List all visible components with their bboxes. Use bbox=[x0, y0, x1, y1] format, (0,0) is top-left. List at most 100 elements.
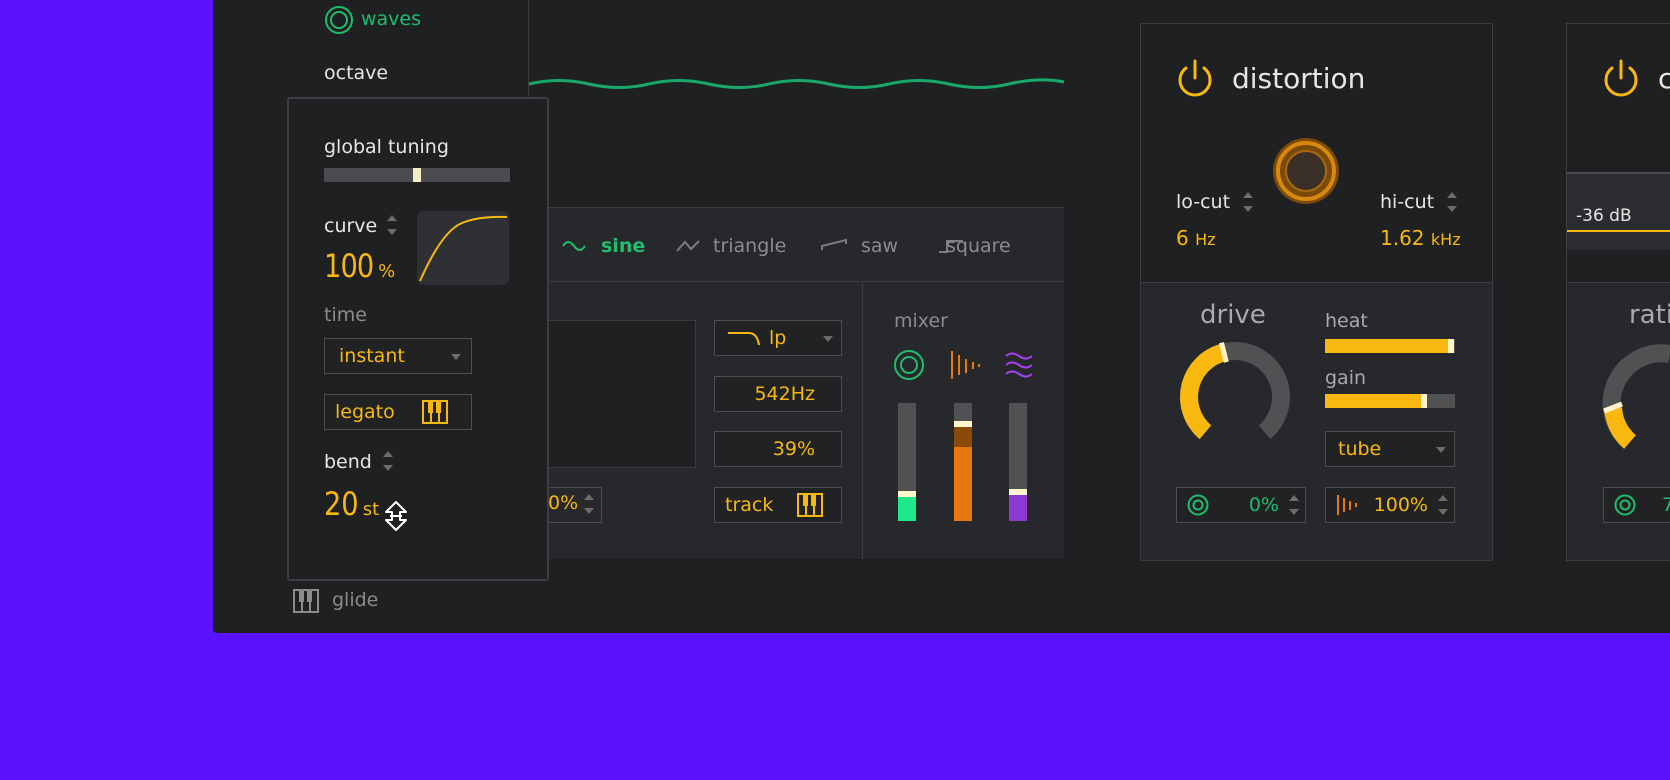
filter-amount-stepper[interactable] bbox=[584, 494, 594, 516]
legato-label: legato bbox=[335, 401, 395, 423]
mixer-fader-1[interactable] bbox=[898, 403, 916, 521]
compressor-mix-field[interactable]: 7 bbox=[1603, 487, 1670, 523]
gain-slider[interactable] bbox=[1325, 394, 1455, 408]
time-mode-value: instant bbox=[339, 345, 405, 367]
ratio-knob[interactable] bbox=[1600, 342, 1670, 452]
bend-unit: st bbox=[362, 499, 380, 520]
threshold-label: -36 dB bbox=[1576, 206, 1632, 226]
chevron-down-icon bbox=[1436, 447, 1446, 453]
triangle-label: triangle bbox=[713, 235, 787, 257]
time-label: time bbox=[324, 304, 367, 326]
wave-type-selector bbox=[529, 208, 1064, 282]
curve-number: 100 bbox=[324, 247, 374, 285]
oscillator-source-icon bbox=[1187, 494, 1209, 516]
heat-label: heat bbox=[1325, 310, 1368, 332]
waveform-display bbox=[528, 0, 1065, 208]
bend-stepper[interactable] bbox=[383, 451, 393, 473]
global-tuning-label: global tuning bbox=[324, 136, 449, 158]
legato-button[interactable]: legato bbox=[324, 394, 472, 430]
lo-cut-value[interactable]: 6 Hz bbox=[1176, 226, 1216, 250]
curve-value[interactable]: 100% bbox=[324, 247, 395, 285]
waveform-trace bbox=[528, 78, 1065, 89]
keyboard-icon bbox=[797, 493, 823, 517]
cutoff-knob[interactable] bbox=[1271, 136, 1341, 206]
global-tuning-slider[interactable] bbox=[324, 168, 510, 182]
waves-icon bbox=[325, 6, 353, 34]
lo-cut-label: lo-cut bbox=[1176, 191, 1231, 213]
compressor-power-icon[interactable] bbox=[1601, 58, 1641, 98]
wave-source-icon[interactable] bbox=[1003, 349, 1035, 381]
sine-label: sine bbox=[601, 235, 646, 257]
hi-cut-stepper[interactable] bbox=[1447, 192, 1457, 214]
filter-frequency-field[interactable]: 542Hz bbox=[714, 376, 842, 412]
hi-cut-value[interactable]: 1.62 kHz bbox=[1380, 226, 1461, 250]
compressor-title-partial: c bbox=[1658, 62, 1670, 95]
mixer-fader-handle[interactable] bbox=[954, 421, 972, 427]
filter-resonance-field[interactable]: 39% bbox=[714, 431, 842, 467]
oscillator-settings-column bbox=[288, 0, 529, 98]
triangle-wave-icon bbox=[676, 240, 700, 252]
curve-label: curve bbox=[324, 215, 378, 237]
curve-preview bbox=[417, 211, 509, 285]
gain-label: gain bbox=[1325, 367, 1367, 389]
filter-resonance-value: 39% bbox=[772, 438, 815, 460]
saw-label: saw bbox=[861, 235, 899, 257]
lo-cut-stepper[interactable] bbox=[1243, 192, 1253, 214]
chevron-down-icon bbox=[823, 336, 833, 342]
distortion-mode-dropdown[interactable]: tube bbox=[1325, 431, 1455, 467]
filter-track-button[interactable]: track bbox=[714, 487, 842, 523]
distortion-output-field[interactable]: 100% bbox=[1325, 487, 1455, 523]
curve-stepper[interactable] bbox=[387, 215, 397, 237]
distortion-output-stepper[interactable] bbox=[1438, 495, 1448, 517]
heat-slider-fill bbox=[1325, 339, 1451, 353]
octave-label: octave bbox=[324, 62, 389, 84]
saw-wave-icon bbox=[821, 238, 847, 250]
filter-frequency-value: 542Hz bbox=[754, 383, 815, 405]
oscillator-source-icon bbox=[1614, 494, 1636, 516]
distortion-title: distortion bbox=[1232, 62, 1366, 95]
distortion-mode-value: tube bbox=[1338, 438, 1382, 460]
drive-label: drive bbox=[1200, 300, 1266, 330]
chevron-down-icon bbox=[451, 354, 461, 360]
filter-type-value: lp bbox=[769, 327, 787, 349]
lowpass-filter-icon bbox=[728, 332, 760, 346]
ratio-label-partial: rati bbox=[1629, 300, 1670, 330]
heat-slider-handle[interactable] bbox=[1448, 339, 1454, 353]
filter-amount-field[interactable] bbox=[529, 487, 602, 523]
mixer-fader-3[interactable] bbox=[1009, 403, 1027, 521]
mixer-fader-fill bbox=[898, 497, 916, 521]
threshold-line[interactable] bbox=[1567, 230, 1670, 232]
distortion-mix-stepper[interactable] bbox=[1289, 495, 1299, 517]
mixer-fader-handle[interactable] bbox=[1009, 489, 1027, 495]
lo-cut-unit: Hz bbox=[1195, 230, 1216, 249]
keyboard-icon bbox=[422, 400, 448, 424]
curve-unit: % bbox=[378, 261, 396, 282]
sine-wave-icon bbox=[562, 241, 586, 251]
lo-cut-number: 6 bbox=[1176, 226, 1189, 250]
distortion-mix-field[interactable]: 0% bbox=[1176, 487, 1306, 523]
time-mode-dropdown[interactable]: instant bbox=[324, 338, 472, 374]
filter-type-dropdown[interactable]: lp bbox=[714, 320, 842, 356]
drive-knob[interactable] bbox=[1175, 342, 1295, 452]
mixer-fader-fill bbox=[954, 427, 972, 521]
resize-cursor-icon bbox=[385, 501, 407, 531]
keyboard-icon bbox=[293, 589, 319, 613]
bend-number: 20 bbox=[324, 485, 359, 523]
mixer-fader-2[interactable] bbox=[954, 403, 972, 521]
mixer-fader-shade bbox=[954, 427, 972, 447]
track-label: track bbox=[725, 494, 774, 516]
gain-slider-handle[interactable] bbox=[1421, 394, 1427, 408]
noise-source-icon[interactable] bbox=[949, 349, 981, 381]
square-label: square bbox=[946, 235, 1011, 257]
oscillator-source-icon[interactable] bbox=[893, 349, 925, 381]
square-wave-icon bbox=[939, 240, 963, 253]
mixer-fader-handle[interactable] bbox=[898, 491, 916, 497]
noise-source-icon bbox=[1337, 495, 1357, 515]
filter-amount-value[interactable]: 0% bbox=[548, 492, 579, 514]
heat-slider[interactable] bbox=[1325, 339, 1455, 353]
glide-label: glide bbox=[332, 589, 379, 611]
global-tuning-handle[interactable] bbox=[413, 168, 421, 182]
bend-label: bend bbox=[324, 451, 372, 473]
distortion-power-icon[interactable] bbox=[1175, 58, 1215, 98]
